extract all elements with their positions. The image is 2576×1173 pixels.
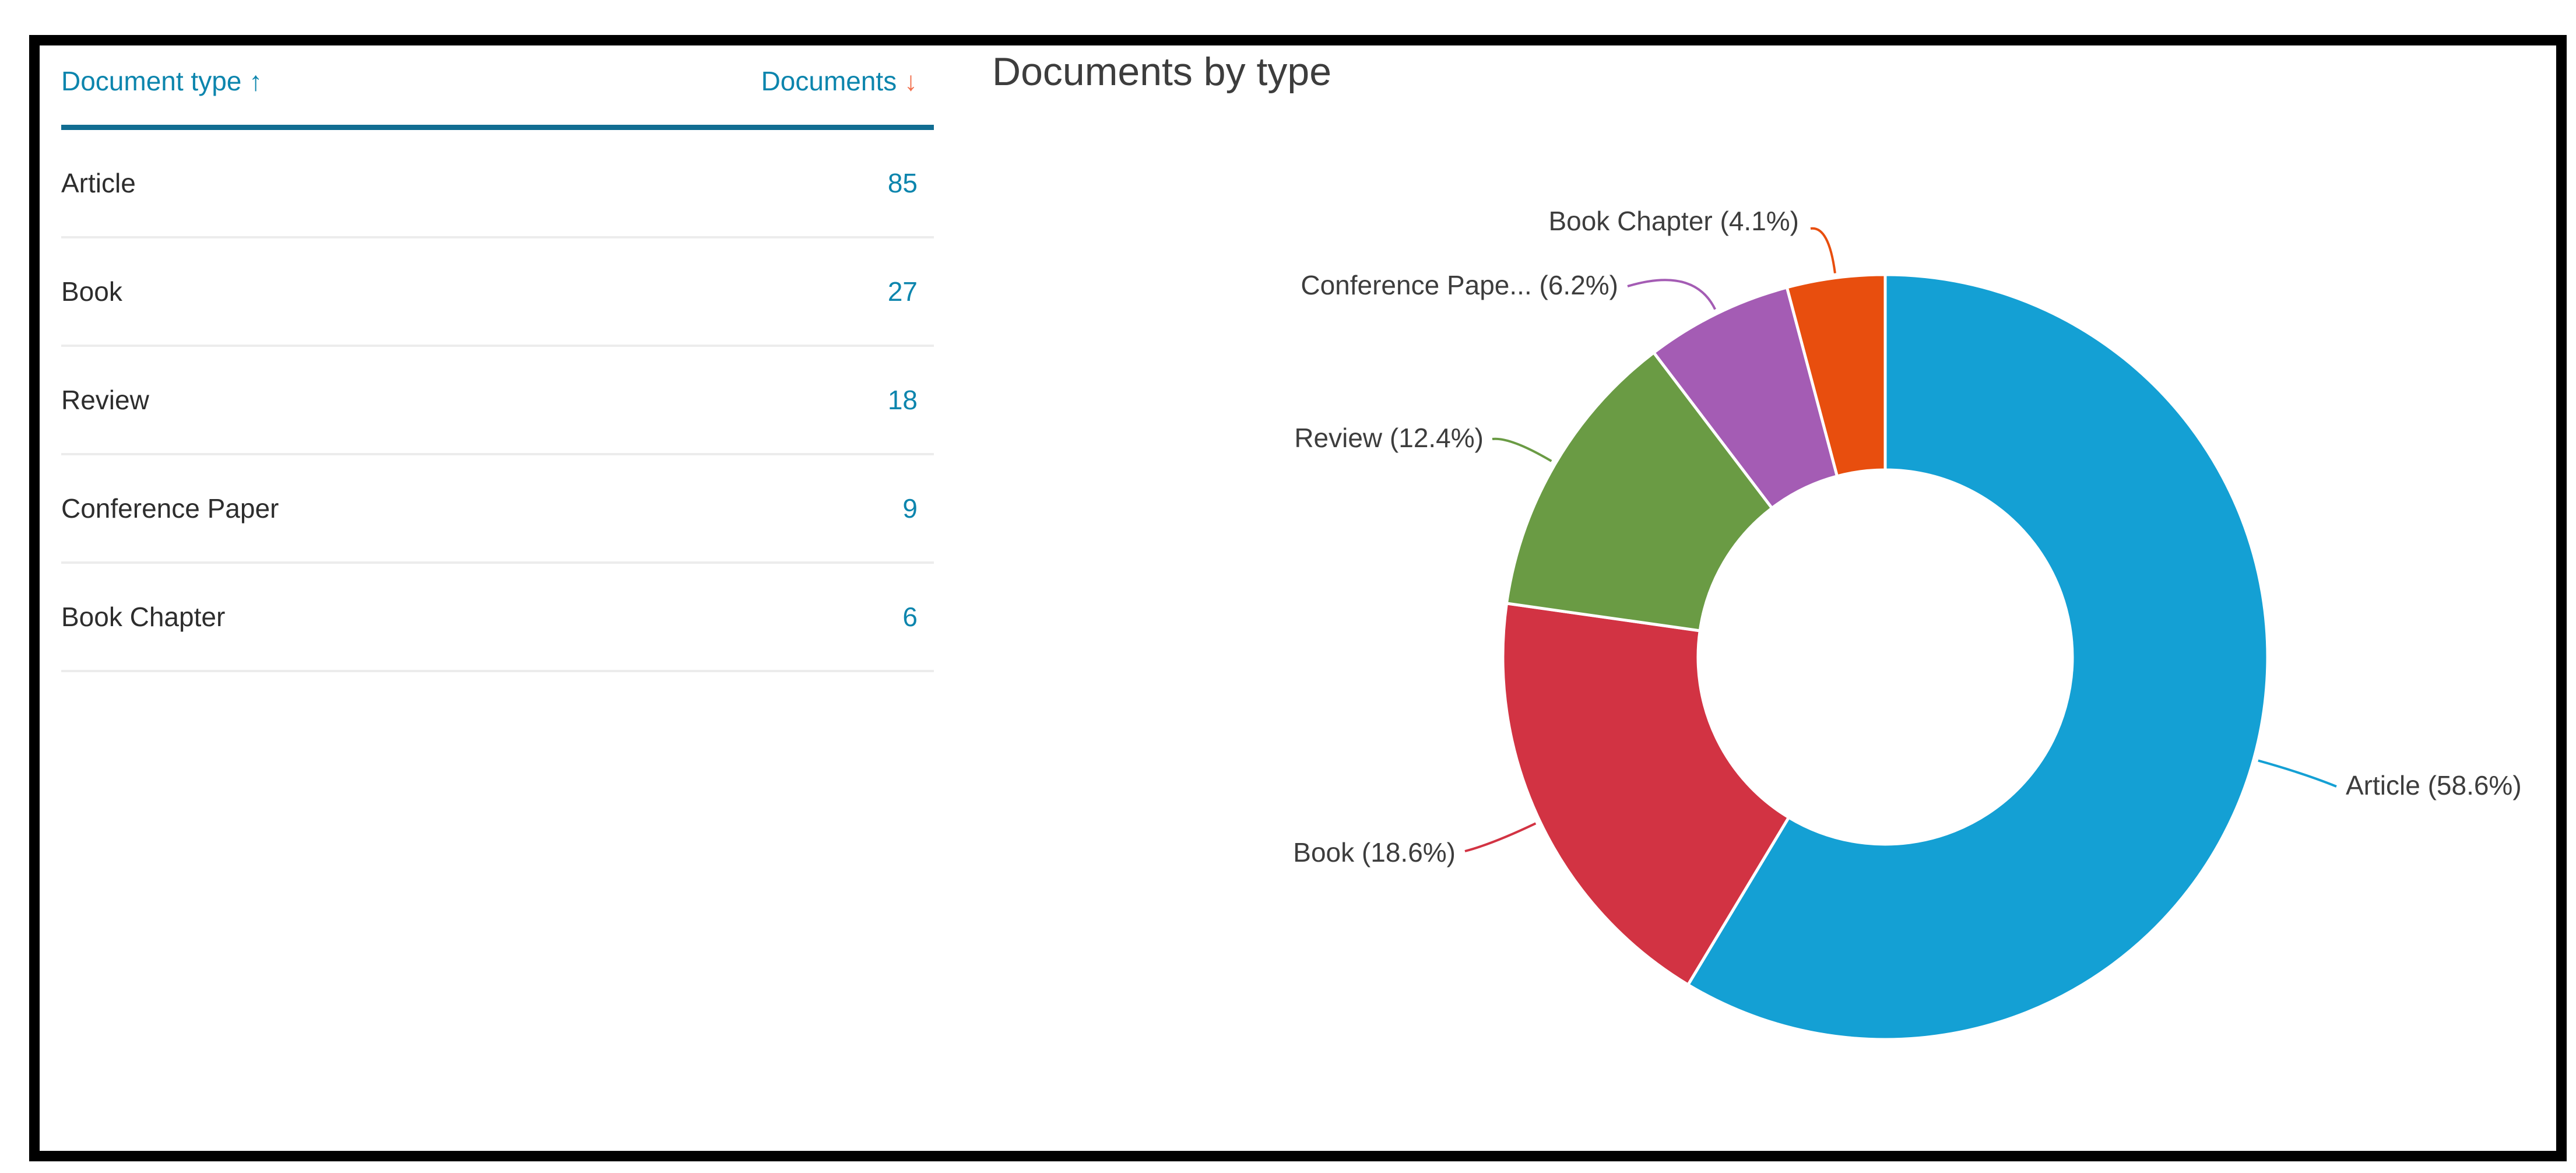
slice-label-review: Review (12.4%) bbox=[1294, 423, 1484, 453]
table-row-article: Article 85 bbox=[61, 130, 934, 238]
document-type-table: Document type ↑ Documents ↓ Article 85 B… bbox=[61, 37, 934, 672]
leader-line-book-chapter bbox=[1810, 227, 1836, 273]
table-row-book: Book 27 bbox=[61, 238, 934, 347]
slice-label-article: Article (58.6%) bbox=[2346, 770, 2522, 800]
leader-line-book bbox=[1464, 822, 1537, 852]
leader-line-article bbox=[2258, 759, 2337, 788]
documents-count-link[interactable]: 18 bbox=[887, 385, 918, 415]
donut-slice-book-chapter[interactable] bbox=[1785, 273, 1887, 478]
donut-slice-article[interactable] bbox=[1686, 273, 2269, 1041]
document-type-cell: Conference Paper bbox=[61, 493, 279, 524]
table-row-book-chapter: Book Chapter 6 bbox=[61, 564, 934, 672]
documents-count-link[interactable]: 27 bbox=[887, 276, 918, 307]
header-divider-rule bbox=[61, 125, 934, 130]
donut-slice-book[interactable] bbox=[1501, 602, 1790, 986]
documents-header-label: Documents bbox=[761, 66, 897, 96]
leader-line-conference-paper bbox=[1627, 279, 1716, 310]
sort-ascending-icon: ↑ bbox=[249, 66, 263, 96]
sort-descending-icon: ↓ bbox=[904, 66, 918, 96]
document-type-cell: Review bbox=[61, 385, 149, 415]
documents-count-link[interactable]: 9 bbox=[902, 493, 918, 524]
documents-count-link[interactable]: 6 bbox=[902, 602, 918, 632]
document-type-cell: Book bbox=[61, 276, 122, 307]
document-type-header-label: Document type bbox=[61, 66, 242, 96]
documents-count-link[interactable]: 85 bbox=[887, 168, 918, 198]
column-header-documents[interactable]: Documents ↓ bbox=[761, 65, 934, 97]
slice-label-book-chapter: Book Chapter (4.1%) bbox=[1548, 206, 1799, 236]
slice-label-book: Book (18.6%) bbox=[1293, 837, 1456, 868]
table-row-review: Review 18 bbox=[61, 347, 934, 455]
table-row-conference-paper: Conference Paper 9 bbox=[61, 455, 934, 564]
table-header-row: Document type ↑ Documents ↓ bbox=[61, 37, 934, 125]
column-header-document-type[interactable]: Document type ↑ bbox=[61, 65, 262, 97]
leader-line-review bbox=[1492, 437, 1552, 462]
document-type-cell: Book Chapter bbox=[61, 602, 226, 632]
document-type-cell: Article bbox=[61, 168, 136, 198]
chart-title: Documents by type bbox=[992, 50, 1332, 94]
slice-label-conference-paper: Conference Pape... (6.2%) bbox=[1301, 270, 1618, 300]
